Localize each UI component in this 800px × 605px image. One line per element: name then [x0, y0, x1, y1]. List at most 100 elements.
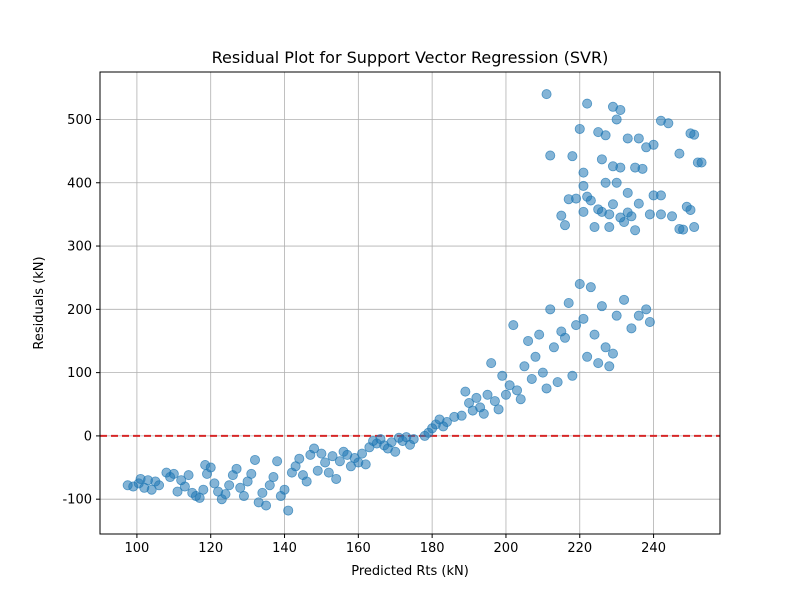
scatter-point	[696, 157, 707, 168]
scatter-point	[593, 358, 604, 369]
scatter-point	[323, 467, 334, 478]
points-layer	[122, 89, 707, 516]
x-tick-label: 140	[272, 541, 297, 556]
scatter-point	[622, 187, 633, 198]
scatter-point	[578, 313, 589, 324]
scatter-point	[644, 209, 655, 220]
scatter-point	[154, 480, 165, 491]
y-tick-label: -100	[62, 493, 92, 508]
scatter-point	[504, 380, 515, 391]
scatter-point	[674, 148, 685, 159]
scatter-point	[600, 130, 611, 141]
scatter-point	[327, 451, 338, 462]
x-tick-label: 240	[641, 541, 666, 556]
scatter-point	[545, 304, 556, 315]
scatter-point	[663, 118, 674, 129]
scatter-point	[556, 210, 567, 221]
scatter-point	[486, 358, 497, 369]
scatter-point	[567, 370, 578, 381]
x-ticks-layer: 100 120 140 160 180 200 220 240	[124, 534, 666, 556]
scatter-point	[574, 279, 585, 290]
scatter-point	[357, 448, 368, 459]
scatter-point	[515, 394, 526, 405]
scatter-point	[519, 361, 530, 372]
scatter-point	[231, 463, 242, 474]
scatter-point	[560, 332, 571, 343]
scatter-point	[585, 282, 596, 293]
x-axis-label: Predicted Rts (kN)	[351, 564, 469, 579]
scatter-point	[611, 177, 622, 188]
y-tick-label: 0	[84, 429, 92, 444]
scatter-point	[478, 408, 489, 419]
scatter-point	[272, 456, 283, 467]
scatter-point	[596, 154, 607, 165]
scatter-point	[571, 193, 582, 204]
scatter-point	[279, 484, 290, 495]
scatter-point	[678, 224, 689, 235]
scatter-point	[541, 89, 552, 100]
scatter-point	[209, 478, 220, 489]
y-tick-label: 200	[67, 303, 92, 318]
scatter-point	[578, 180, 589, 191]
scatter-point	[655, 209, 666, 220]
scatter-point	[309, 443, 320, 454]
scatter-point	[607, 199, 618, 210]
scatter-point	[630, 225, 641, 236]
scatter-point	[246, 468, 257, 479]
scatter-point	[615, 104, 626, 115]
scatter-point	[585, 195, 596, 206]
scatter-point	[604, 209, 615, 220]
y-tick-label: 400	[67, 176, 92, 191]
x-tick-label: 220	[567, 541, 592, 556]
scatter-point	[489, 396, 500, 407]
scatter-point	[600, 342, 611, 353]
scatter-point	[552, 377, 563, 388]
scatter-point	[261, 500, 272, 511]
scatter-point	[589, 329, 600, 340]
scatter-point	[331, 473, 342, 484]
scatter-point	[667, 211, 678, 222]
scatter-point	[179, 481, 190, 492]
scatter-point	[534, 329, 545, 340]
scatter-point	[689, 222, 700, 233]
x-tick-label: 200	[494, 541, 519, 556]
scatter-point	[607, 348, 618, 359]
scatter-point	[264, 480, 275, 491]
scatter-point	[633, 310, 644, 321]
scatter-point	[294, 453, 305, 464]
scatter-point	[312, 465, 323, 476]
scatter-point	[493, 404, 504, 415]
scatter-point	[596, 301, 607, 312]
scatter-point	[633, 198, 644, 209]
scatter-point	[611, 310, 622, 321]
scatter-point	[567, 151, 578, 162]
y-ticks-layer: -100 0 100 200 300 400 500	[62, 113, 100, 508]
scatter-point	[537, 367, 548, 378]
scatter-point	[194, 492, 205, 503]
scatter-point	[460, 386, 471, 397]
scatter-point	[541, 383, 552, 394]
scatter-point	[655, 190, 666, 201]
scatter-point	[582, 98, 593, 109]
scatter-point	[224, 480, 235, 491]
scatter-point	[611, 114, 622, 125]
scatter-point	[334, 456, 345, 467]
scatter-point	[512, 385, 523, 396]
scatter-point	[622, 133, 633, 144]
chart-title: Residual Plot for Support Vector Regress…	[212, 48, 609, 67]
scatter-point	[574, 123, 585, 134]
scatter-point	[619, 294, 630, 305]
scatter-point	[637, 163, 648, 174]
scatter-point	[626, 323, 637, 334]
x-tick-label: 160	[346, 541, 371, 556]
axes-frame	[99, 71, 721, 535]
scatter-point	[249, 454, 260, 465]
scatter-point	[283, 505, 294, 516]
scatter-point	[408, 434, 419, 445]
y-tick-label: 100	[67, 366, 92, 381]
scatter-point	[482, 389, 493, 400]
scatter-point	[238, 491, 249, 502]
scatter-point	[301, 476, 312, 487]
